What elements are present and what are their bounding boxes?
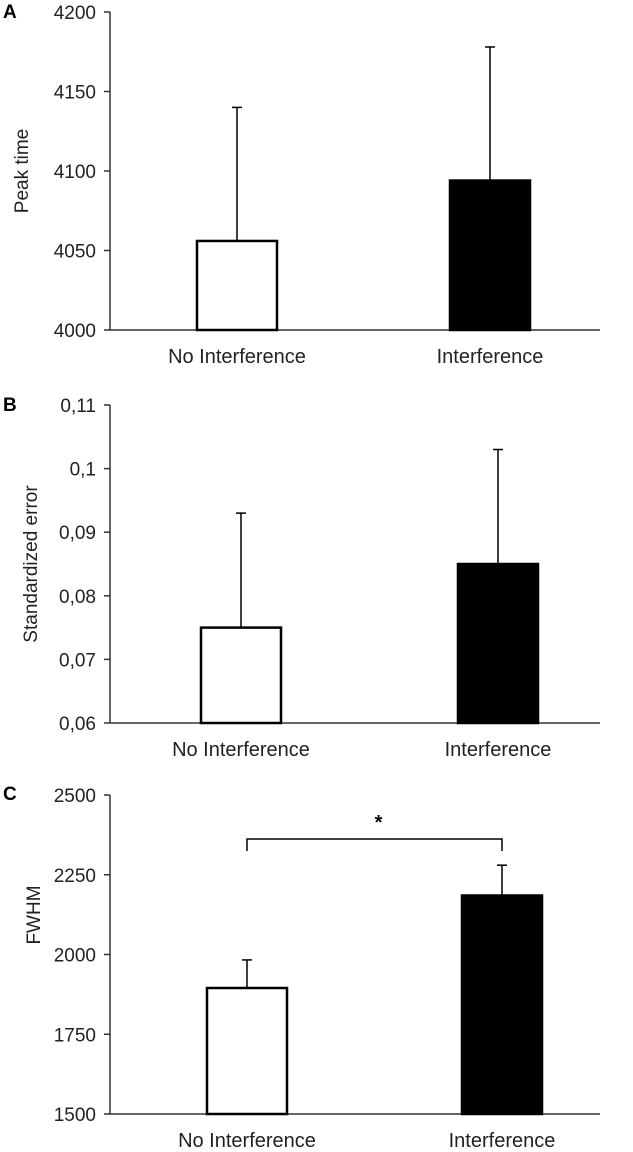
y-tick-label: 1500 [54, 1105, 96, 1126]
category-labels: No Interference Interference [172, 739, 551, 761]
category-label: No Interference [172, 739, 310, 761]
panel-letter: A [3, 2, 17, 23]
category-labels: No Interference Interference [168, 346, 543, 368]
significance-bracket: * [246, 812, 503, 851]
bars [195, 46, 532, 332]
y-tick-label: 4100 [54, 162, 96, 183]
panel-letter: C [3, 784, 17, 805]
y-tick-label: 0,11 [60, 396, 96, 417]
category-label: No Interference [178, 1130, 316, 1152]
y-tick-label: 1750 [54, 1025, 96, 1046]
y-axis-title: Peak time [12, 129, 33, 213]
category-labels: No Interference Interference [178, 1130, 555, 1152]
y-tick-label: 0,08 [59, 587, 96, 608]
panel-b: B Standardized error 0,06 0,07 0,08 0,09 0,1… [3, 395, 600, 761]
category-label: No Interference [168, 346, 306, 368]
y-tick-label: 0,1 [70, 460, 96, 481]
bar-interference [456, 562, 540, 725]
y-tick-label: 4050 [54, 242, 96, 263]
panel-c: C FWHM 1500 1750 2000 2250 2500 * No Interfe… [3, 784, 600, 1152]
bars [205, 864, 544, 1116]
bar-no-interference [205, 986, 289, 1116]
panel-a: A Peak time 4000 4050 4100 4150 4200 No Inte… [3, 2, 600, 368]
bar-no-interference [195, 239, 279, 332]
category-label: Interference [449, 1130, 556, 1152]
y-axis-title: Standardized error [21, 485, 42, 643]
y-tick-label: 4150 [54, 83, 96, 104]
panel-letter: B [3, 395, 17, 416]
y-tick-label: 4200 [54, 3, 96, 24]
bars [199, 448, 540, 725]
y-ticks: 4000 4050 4100 4150 4200 [54, 3, 110, 342]
y-tick-label: 2500 [54, 786, 96, 807]
y-ticks: 1500 1750 2000 2250 2500 [54, 786, 110, 1126]
y-axis-title: FWHM [24, 885, 45, 944]
bar-interference [460, 894, 544, 1116]
bar-no-interference [199, 626, 283, 725]
y-tick-label: 0,07 [59, 650, 96, 671]
y-ticks: 0,06 0,07 0,08 0,09 0,1 0,11 [59, 396, 110, 735]
bar-interference [448, 179, 532, 332]
category-label: Interference [445, 739, 552, 761]
significance-line [246, 838, 503, 851]
y-tick-label: 0,09 [59, 523, 96, 544]
y-tick-label: 4000 [54, 321, 96, 342]
y-tick-label: 2000 [54, 946, 96, 967]
significance-star: * [375, 812, 383, 834]
y-tick-label: 2250 [54, 866, 96, 887]
y-tick-label: 0,06 [59, 714, 96, 735]
category-label: Interference [437, 346, 544, 368]
